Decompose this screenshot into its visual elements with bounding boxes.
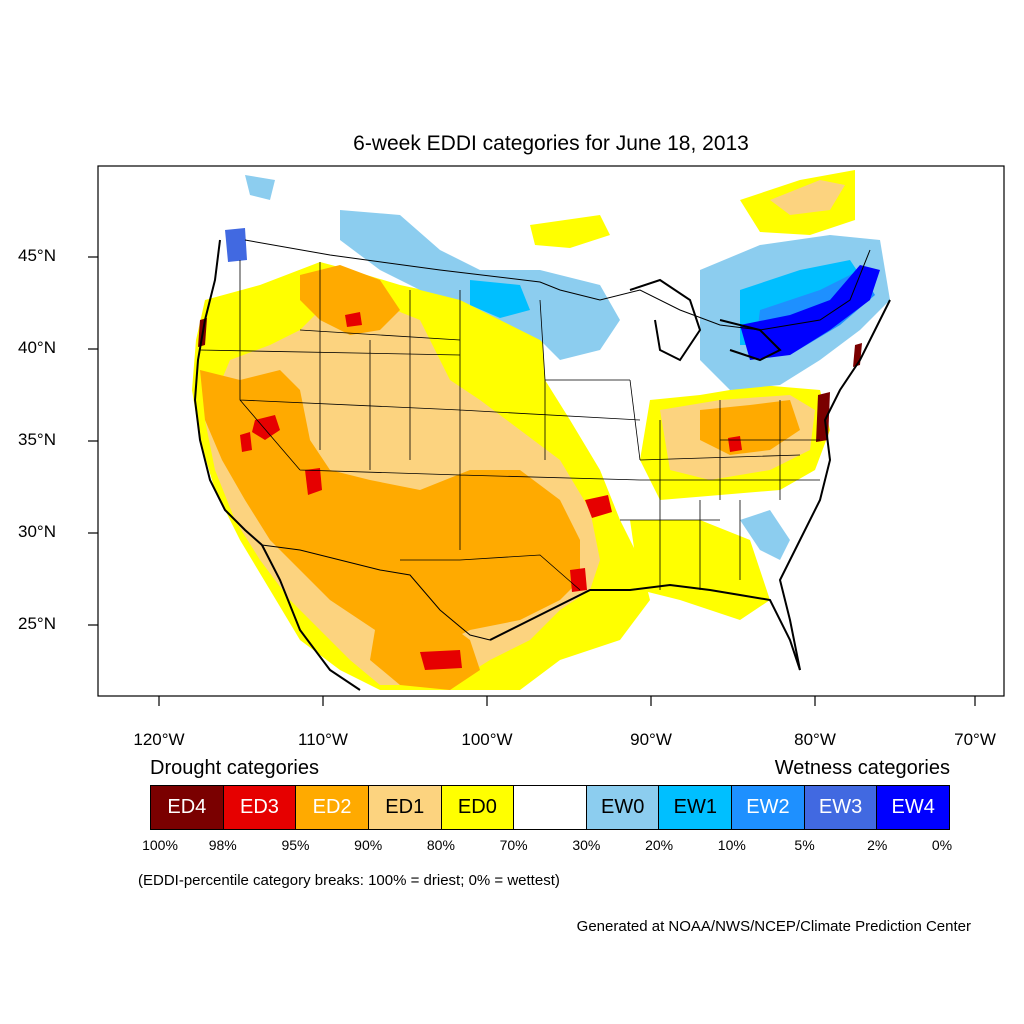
- legend-color-bar: ED4 ED3 ED2 ED1 ED0 EW0 EW1 EW2 EW3 EW4: [150, 785, 950, 830]
- legend-break-label: 100%: [142, 837, 178, 853]
- ed0-region-canada-mid: [530, 215, 610, 248]
- legend-break-label: 90%: [354, 837, 383, 853]
- ed2-region-east: [700, 400, 800, 455]
- legend-break-label: 80%: [426, 837, 455, 853]
- us-mexico-border: [261, 544, 491, 641]
- legend-category-ed2: ED2: [296, 786, 369, 829]
- legend-break-label: 2%: [867, 837, 888, 853]
- legend-category-ed4: ED4: [151, 786, 224, 829]
- ed3-hotspot: [240, 432, 252, 452]
- legend-break-label: 98%: [208, 837, 237, 853]
- drought-categories-heading: Drought categories: [150, 757, 319, 779]
- ed3-hotspot: [585, 495, 612, 518]
- lon-label: 70°W: [954, 730, 996, 749]
- mexico-coast: [261, 544, 361, 691]
- lon-label: 80°W: [794, 730, 836, 749]
- legend-category-ed3: ED3: [223, 786, 297, 829]
- category-breaks-note: (EDDI-percentile category breaks: 100% =…: [138, 872, 560, 889]
- lat-label: 25°N: [18, 614, 56, 633]
- lat-label: 40°N: [18, 338, 56, 357]
- ed3-hotspot: [345, 312, 362, 327]
- lon-label: 110°W: [298, 730, 348, 749]
- us-canada-border: [244, 239, 871, 331]
- legend-category-ew4: EW4: [877, 786, 950, 829]
- ed3-hotspot: [252, 415, 280, 440]
- legend-break-label: 0%: [931, 837, 953, 853]
- east-coast: [778, 299, 891, 671]
- drought-regions: [192, 170, 862, 690]
- lon-label: 100°W: [461, 730, 513, 749]
- ew4-region-great-lakes: [740, 265, 880, 360]
- legend-break-label: 95%: [281, 837, 310, 853]
- ew1-region-north: [470, 280, 530, 318]
- ed2-region-sw: [200, 370, 580, 650]
- wetness-regions: [225, 175, 890, 560]
- state-borders: [199, 260, 820, 591]
- legend-category-ew3: EW3: [804, 786, 878, 829]
- legend-break-label: 30%: [572, 837, 601, 853]
- boundaries: [193, 239, 891, 691]
- ed1-region-canada: [770, 180, 845, 215]
- ed2-region-nw: [300, 265, 400, 335]
- legend-category-ed1: ED1: [368, 786, 442, 829]
- lat-label: 45°N: [18, 246, 56, 265]
- lon-label: 90°W: [630, 730, 672, 749]
- legend-category-normal: [514, 786, 587, 829]
- credit-text: Generated at NOAA/NWS/NCEP/Climate Predi…: [576, 918, 971, 935]
- legend-category-ew0: EW0: [586, 786, 660, 829]
- ed4-coast: [816, 392, 830, 442]
- legend-category-ew2: EW2: [732, 786, 805, 829]
- legend-break-label: 70%: [499, 837, 528, 853]
- lat-label: 35°N: [18, 430, 56, 449]
- ew0-region-nw: [245, 175, 275, 200]
- ew3-region-nw-coast: [225, 228, 247, 262]
- ed3-hotspot: [305, 468, 322, 495]
- ew0-region-southeast: [740, 510, 790, 560]
- gulf-coast: [489, 583, 801, 671]
- legend-break-label: 5%: [794, 837, 815, 853]
- map-title: 6-week EDDI categories for June 18, 2013: [353, 132, 749, 155]
- west-coast: [193, 239, 263, 546]
- legend-category-ed0: ED0: [441, 786, 515, 829]
- ed3-hotspot: [728, 436, 742, 452]
- lon-label: 120°W: [133, 730, 185, 749]
- ed3-hotspot: [420, 650, 462, 670]
- legend-category-ew1: EW1: [659, 786, 733, 829]
- legend-break-label: 10%: [717, 837, 746, 853]
- great-lakes: [629, 278, 782, 362]
- wetness-categories-heading: Wetness categories: [774, 757, 950, 779]
- lat-label: 30°N: [18, 522, 56, 541]
- axis-ticks: [88, 256, 976, 706]
- legend-break-label: 20%: [645, 837, 674, 853]
- ed3-hotspot: [570, 568, 587, 592]
